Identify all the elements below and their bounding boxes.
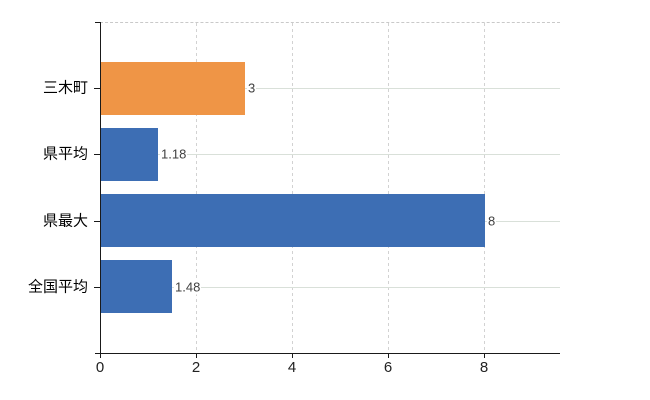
bar-value-label: 1.18 (160, 146, 188, 162)
x-tick-label: 8 (479, 359, 489, 376)
bar-value-label: 3 (247, 80, 257, 96)
horizontal-gridline (101, 286, 560, 288)
vertical-gridline (388, 23, 389, 353)
vertical-gridline (196, 23, 197, 353)
x-axis-line (95, 353, 560, 354)
vertical-gridline (484, 23, 485, 353)
x-tick-label: 4 (287, 359, 297, 376)
y-axis-top-tick (95, 22, 100, 23)
x-tick-label: 0 (95, 359, 105, 376)
category-label: 県平均 (42, 145, 88, 163)
bar (101, 127, 158, 181)
x-tick-label: 6 (383, 359, 393, 376)
x-axis-tick (388, 354, 389, 358)
horizontal-gridline (101, 154, 560, 156)
x-axis-tick (292, 354, 293, 358)
x-axis-tick (484, 354, 485, 358)
bar (101, 61, 245, 115)
y-axis-line (100, 22, 101, 358)
y-axis-category-tick (94, 286, 100, 288)
y-axis-category-tick (94, 154, 100, 156)
bar (101, 194, 485, 248)
bar-value-label: 1.48 (174, 279, 202, 295)
category-label: 全国平均 (27, 278, 88, 296)
x-tick-label: 2 (191, 359, 201, 376)
x-axis-tick (196, 354, 197, 358)
horizontal-gridline (101, 88, 560, 90)
bar-value-label: 8 (487, 213, 497, 229)
category-label: 県最大 (42, 212, 88, 230)
category-label: 三木町 (42, 79, 88, 97)
y-axis-category-tick (94, 88, 100, 90)
y-axis-category-tick (94, 220, 100, 222)
bar (101, 260, 172, 314)
x-axis-tick (100, 354, 101, 358)
vertical-gridline (292, 23, 293, 353)
plot-area (100, 22, 560, 353)
